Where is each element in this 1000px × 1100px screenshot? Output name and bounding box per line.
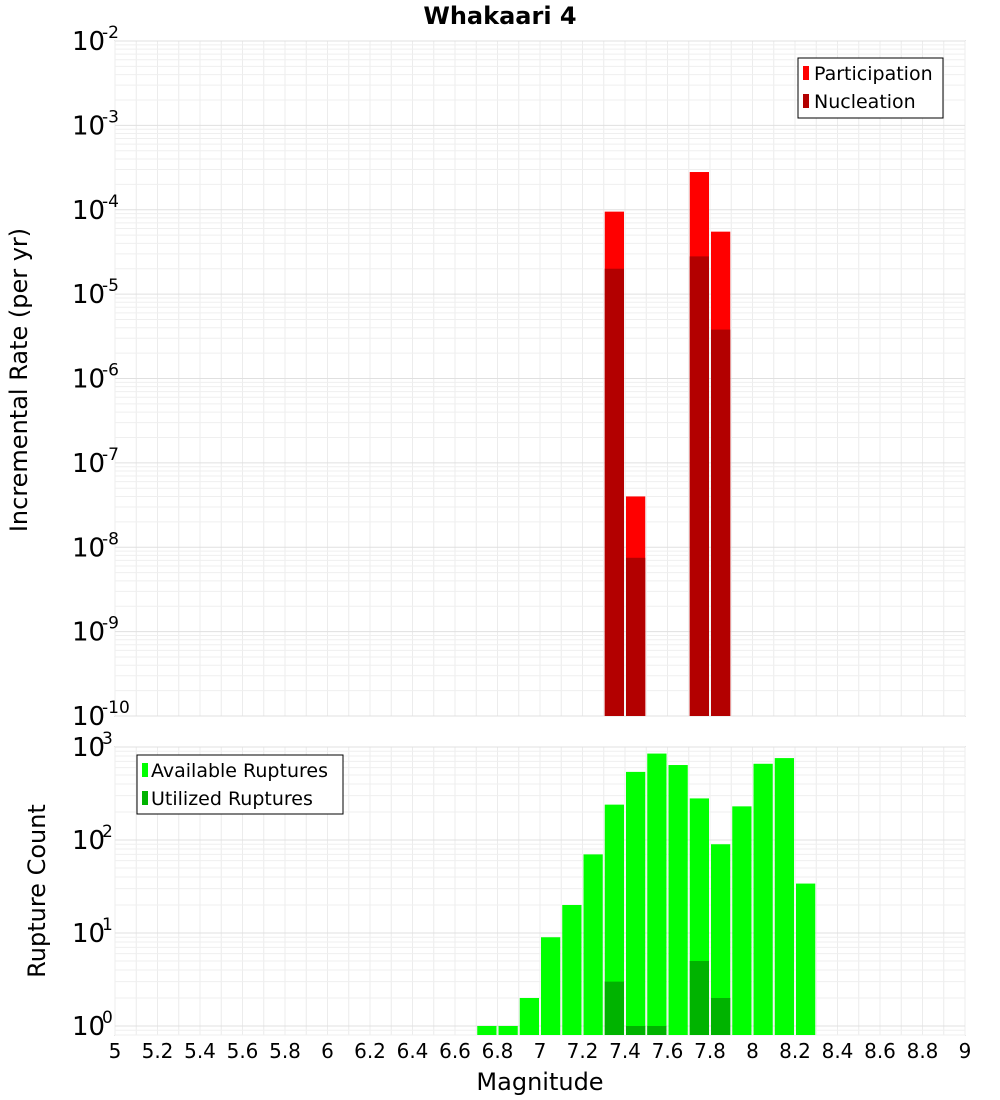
y-tick-exponent: -3 <box>102 107 119 127</box>
x-tick-label: 6.6 <box>439 1039 471 1063</box>
bar-available-ruptures <box>796 883 816 1035</box>
top-bars <box>604 172 731 716</box>
bar-utilized-ruptures <box>626 1025 646 1035</box>
y-tick-exponent: -4 <box>102 192 119 212</box>
y-tick-exponent: -7 <box>102 445 119 465</box>
y-tick-label: 10 <box>72 1012 105 1042</box>
y-tick-label: 10 <box>72 111 105 141</box>
x-tick-label: 5.4 <box>184 1039 216 1063</box>
bar-available-ruptures <box>647 753 667 1035</box>
x-tick-label: 5.8 <box>269 1039 301 1063</box>
bottom-legend: Available Ruptures Utilized Ruptures <box>136 754 344 815</box>
x-tick-label: 7 <box>534 1039 547 1063</box>
y-tick-exponent: -9 <box>102 614 119 634</box>
top-y-axis-title: Incremental Rate (per yr) <box>5 228 33 532</box>
legend-label-available-ruptures: Available Ruptures <box>151 760 328 782</box>
legend-swatch-available-ruptures <box>142 763 148 777</box>
x-tick-label: 6.8 <box>482 1039 514 1063</box>
x-tick-label: 7.8 <box>694 1039 726 1063</box>
bar-available-ruptures <box>562 904 582 1035</box>
x-tick-label: 8.6 <box>864 1039 896 1063</box>
bar-nucleation <box>711 329 731 716</box>
legend-label-participation: Participation <box>814 63 933 85</box>
legend-swatch-utilized-ruptures <box>142 791 148 805</box>
y-tick-label: 10 <box>72 449 105 479</box>
y-tick-exponent: 2 <box>102 822 113 842</box>
y-tick-exponent: -10 <box>102 698 130 718</box>
bar-available-ruptures <box>711 844 731 1035</box>
top-grid <box>114 40 966 717</box>
y-tick-exponent: 0 <box>102 1008 113 1028</box>
y-tick-label: 10 <box>72 919 105 949</box>
bar-available-ruptures <box>477 1025 497 1035</box>
y-tick-label: 10 <box>72 618 105 648</box>
y-tick-exponent: -8 <box>102 529 119 549</box>
y-tick-label: 10 <box>72 27 105 57</box>
y-tick-label: 10 <box>72 702 105 732</box>
x-tick-label: 6.4 <box>397 1039 429 1063</box>
bar-nucleation <box>689 256 709 716</box>
bar-available-ruptures <box>498 1025 518 1035</box>
bar-available-ruptures <box>541 937 561 1035</box>
top-legend: Participation Nucleation <box>797 57 944 119</box>
x-tick-label: 5.6 <box>227 1039 259 1063</box>
y-tick-exponent: -2 <box>102 23 119 43</box>
x-tick-label: 8.8 <box>907 1039 939 1063</box>
y-tick-label: 10 <box>72 365 105 395</box>
y-tick-exponent: 3 <box>102 729 113 749</box>
bar-available-ruptures <box>583 854 603 1035</box>
bar-available-ruptures <box>604 804 624 1035</box>
x-tick-labels: 5 5.2 5.4 5.6 5.8 6 6.2 6.4 6.6 6.8 7 7.2 7.4 7.6 7.8 8… <box>109 1039 972 1063</box>
bar-utilized-ruptures <box>647 1025 667 1035</box>
x-axis-title: Magnitude <box>476 1068 603 1096</box>
legend-swatch-participation <box>803 66 809 80</box>
legend-label-nucleation: Nucleation <box>814 91 916 113</box>
x-tick-label: 8 <box>746 1039 759 1063</box>
x-tick-label: 9 <box>959 1039 972 1063</box>
y-tick-label: 10 <box>72 280 105 310</box>
x-tick-label: 6.2 <box>354 1039 386 1063</box>
bar-available-ruptures <box>732 806 752 1035</box>
y-tick-label: 10 <box>72 733 105 763</box>
bar-available-ruptures <box>668 765 688 1035</box>
legend-swatch-nucleation <box>803 94 809 108</box>
x-tick-label: 7.2 <box>567 1039 599 1063</box>
bar-available-ruptures <box>626 771 646 1035</box>
x-tick-label: 6 <box>321 1039 334 1063</box>
bar-nucleation <box>626 557 646 716</box>
y-tick-label: 10 <box>72 533 105 563</box>
y-tick-exponent: -6 <box>102 361 119 381</box>
legend-label-utilized-ruptures: Utilized Ruptures <box>151 788 313 810</box>
bar-nucleation <box>604 268 624 716</box>
bottom-y-axis-title: Rupture Count <box>23 804 51 978</box>
x-tick-label: 7.4 <box>609 1039 641 1063</box>
bar-available-ruptures <box>774 758 794 1035</box>
x-tick-label: 8.2 <box>779 1039 811 1063</box>
chart-title: Whakaari 4 <box>423 2 576 30</box>
bar-utilized-ruptures <box>689 960 709 1035</box>
x-tick-label: 5 <box>109 1039 122 1063</box>
x-tick-label: 5.2 <box>142 1039 174 1063</box>
top-legend-box <box>797 57 944 119</box>
bar-available-ruptures <box>753 763 773 1035</box>
bottom-bars <box>477 753 816 1035</box>
bottom-legend-box <box>136 754 344 815</box>
y-tick-exponent: -5 <box>102 276 119 296</box>
y-tick-exponent: 1 <box>102 915 113 935</box>
y-tick-label: 10 <box>72 196 105 226</box>
y-tick-label: 10 <box>72 826 105 856</box>
bar-available-ruptures <box>519 997 539 1035</box>
bar-utilized-ruptures <box>711 997 731 1035</box>
x-tick-label: 8.4 <box>822 1039 854 1063</box>
x-tick-label: 7.6 <box>652 1039 684 1063</box>
bar-utilized-ruptures <box>604 981 624 1035</box>
